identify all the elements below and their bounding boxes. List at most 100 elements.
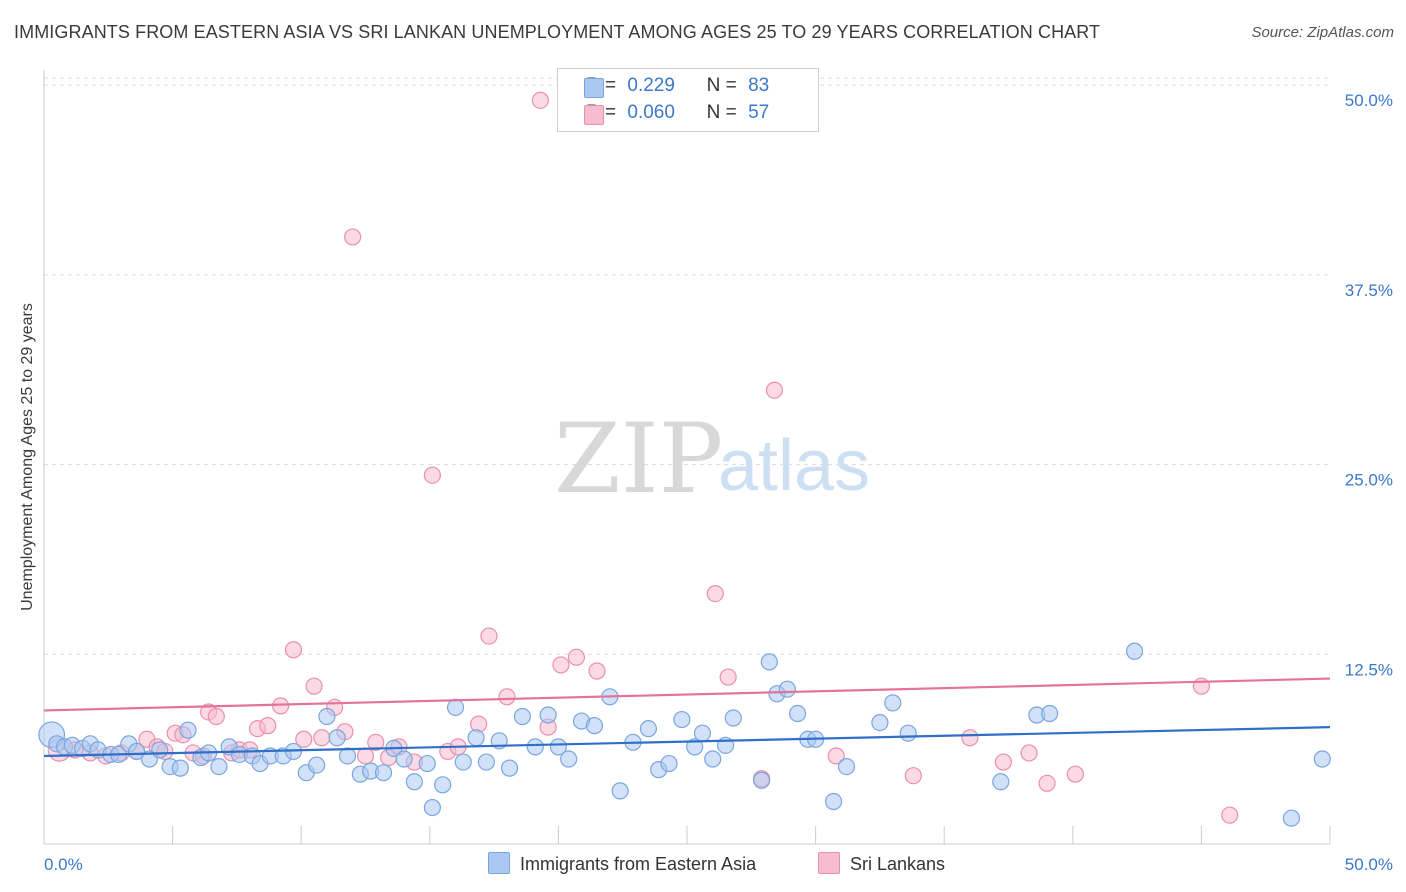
legend-n-label: N = [706, 102, 737, 123]
legend-r-value: 0.229 [627, 75, 675, 96]
bottom-legend-swatch-blue [488, 852, 510, 874]
legend-r-value: 0.060 [627, 102, 675, 123]
data-point [686, 738, 704, 756]
data-point [356, 747, 375, 765]
data-point [480, 627, 498, 645]
data-point [313, 729, 331, 747]
source-label: Source: ZipAtlas.com [1251, 24, 1394, 41]
data-point [693, 724, 712, 742]
data-point [1020, 744, 1038, 762]
y-tick-label: 37.5% [1345, 281, 1393, 300]
data-point [127, 742, 146, 761]
gridlines [44, 77, 1330, 655]
data-point [778, 680, 796, 698]
data-point [308, 756, 326, 774]
data-point [1221, 806, 1239, 824]
data-point [513, 707, 531, 726]
watermark-zip: ZIP [554, 403, 723, 515]
data-point [531, 91, 549, 109]
data-point [423, 798, 441, 817]
data-point [418, 754, 436, 773]
data-point [539, 706, 557, 724]
data-point [825, 792, 843, 811]
data-point [467, 729, 485, 747]
legend-row-blue: R = 0.229 N = 83 [584, 75, 770, 98]
bottom-legend-label-blue: Immigrants from Eastern Asia [520, 854, 757, 874]
trend-lines [43, 677, 1331, 758]
y-tick-label: 25.0% [1345, 471, 1393, 490]
data-point [454, 753, 472, 771]
data-point [639, 720, 658, 738]
series-eastern-asia [38, 642, 1331, 827]
data-point [305, 677, 323, 695]
data-point [344, 228, 362, 246]
data-point [884, 694, 902, 712]
data-point [827, 747, 845, 765]
legend-swatch-pink [584, 105, 604, 125]
data-point [374, 764, 393, 782]
legend-n-label: N = [706, 75, 737, 96]
data-point [477, 753, 495, 771]
data-point [1282, 809, 1301, 827]
data-point [760, 653, 778, 671]
data-point [284, 641, 303, 659]
data-point [588, 662, 606, 680]
data-point [446, 698, 465, 717]
data-point [207, 707, 225, 726]
legend-row-pink: R = 0.060 N = 57 [584, 102, 770, 125]
y-tick-label: 50.0% [1345, 91, 1393, 110]
bottom-legend-pink: Sri Lankans [818, 852, 945, 875]
data-point [871, 713, 889, 732]
legend-n-value: 83 [748, 75, 770, 96]
data-point [295, 730, 313, 748]
data-point [328, 729, 346, 747]
data-point [498, 688, 516, 706]
bottom-legend-label-pink: Sri Lankans [850, 854, 946, 874]
data-point [961, 729, 979, 747]
y-tick-labels: 12.5% 25.0% 37.5% 50.0% [1345, 91, 1393, 679]
data-point [1313, 750, 1331, 768]
data-point [904, 767, 922, 785]
y-tick-label: 12.5% [1345, 660, 1393, 679]
legend-n-value: 57 [748, 102, 770, 123]
data-point [526, 738, 544, 756]
bottom-legend-swatch-pink [818, 852, 840, 874]
data-point [318, 707, 336, 726]
data-point [704, 750, 722, 768]
data-point [752, 771, 771, 789]
data-point [992, 773, 1010, 791]
data-point [899, 724, 917, 742]
data-point [395, 750, 413, 768]
data-point [179, 721, 197, 739]
x-tick-label: 50.0% [1345, 855, 1393, 874]
data-point [549, 738, 568, 756]
x-tick-label: 0.0% [44, 855, 83, 874]
data-point [405, 773, 423, 791]
data-point [994, 753, 1012, 771]
data-point [1041, 704, 1059, 723]
trend-line-sri-lankans [43, 677, 1331, 712]
data-point [259, 717, 277, 735]
data-point [788, 704, 807, 723]
data-point [151, 741, 169, 759]
watermark-atlas: atlas [718, 426, 870, 506]
data-point [673, 710, 691, 729]
data-point [434, 776, 452, 794]
data-point [1125, 642, 1144, 660]
data-point [1038, 774, 1056, 792]
data-point [423, 466, 441, 484]
data-point [500, 759, 519, 777]
data-point [567, 648, 586, 666]
data-point [367, 733, 385, 751]
data-point [560, 750, 578, 768]
data-point [272, 697, 290, 715]
x-axis-ticks [172, 826, 1331, 844]
chart-title: IMMIGRANTS FROM EASTERN ASIA VS SRI LANK… [14, 22, 1101, 42]
data-point [611, 782, 629, 800]
trend-line-eastern-asia [43, 726, 1331, 758]
x-tick-labels: 0.0% 50.0% [44, 855, 1393, 874]
data-point [660, 754, 678, 773]
data-point [719, 668, 737, 686]
data-point [837, 757, 856, 776]
